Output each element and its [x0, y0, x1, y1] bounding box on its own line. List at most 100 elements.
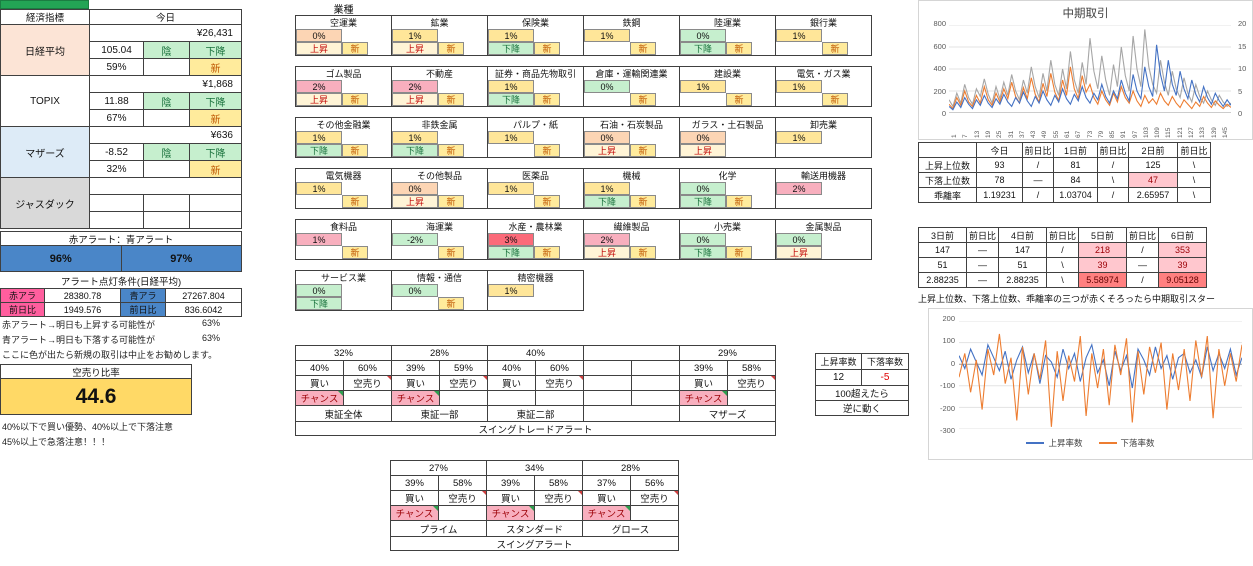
- sector-new-flag-cell[interactable]: 新: [438, 93, 464, 106]
- swing-chance-cell[interactable]: [488, 391, 535, 405]
- mt-value-cell[interactable]: 147: [919, 243, 967, 258]
- indicator-change-cell[interactable]: -8.52: [90, 144, 144, 161]
- sector-new-flag-cell[interactable]: 新: [438, 42, 464, 55]
- swing-chance-cell[interactable]: [584, 391, 631, 405]
- sector-trend-cell[interactable]: 下降: [488, 93, 534, 106]
- sector-pct-cell[interactable]: 1%: [488, 182, 534, 195]
- sector-new-flag-cell[interactable]: 新: [534, 93, 560, 106]
- sector-trend-cell[interactable]: 下降: [680, 246, 726, 259]
- mt-trend-cell[interactable]: \: [1047, 273, 1079, 288]
- short-sell-ratio-value[interactable]: 44.6: [1, 379, 192, 415]
- sector-new-flag-cell[interactable]: 新: [342, 144, 368, 157]
- indicator-pct-cell[interactable]: [90, 212, 144, 229]
- indicator-sentiment-cell[interactable]: 陰: [144, 93, 190, 110]
- mt-value-cell[interactable]: 125: [1129, 158, 1178, 173]
- swing-top-pct-cell[interactable]: 40%: [525, 347, 545, 359]
- sector-trend-cell[interactable]: [680, 93, 726, 106]
- swing-sell-pct-cell[interactable]: 58%: [727, 361, 775, 375]
- sector-new-flag-cell[interactable]: [534, 297, 560, 310]
- sector-pct-cell[interactable]: 1%: [776, 29, 822, 42]
- sector-new-flag-cell[interactable]: 新: [534, 144, 560, 157]
- mt-value-cell[interactable]: 39: [1159, 258, 1207, 273]
- sector-new-flag-cell[interactable]: 新: [822, 93, 848, 106]
- sector-trend-cell[interactable]: 上昇: [296, 93, 342, 106]
- sector-new-flag-cell[interactable]: 新: [342, 195, 368, 208]
- sector-pct-cell[interactable]: 1%: [488, 29, 534, 42]
- sector-new-flag-cell[interactable]: 新: [534, 246, 560, 259]
- sector-new-flag-cell[interactable]: 新: [342, 246, 368, 259]
- mt-trend-cell[interactable]: \: [1178, 173, 1211, 188]
- swing-top-pct-cell[interactable]: [584, 346, 679, 360]
- mt-value-cell[interactable]: 1.03704: [1054, 188, 1098, 203]
- sector-new-flag-cell[interactable]: 新: [726, 246, 752, 259]
- mt-trend-cell[interactable]: \: [1098, 173, 1129, 188]
- red-alert-value[interactable]: 28380.78: [45, 289, 121, 303]
- sector-pct-cell[interactable]: 1%: [584, 29, 630, 42]
- blue-prev-value[interactable]: 836.6042: [166, 303, 242, 317]
- mt-value-cell[interactable]: 1.19231: [977, 188, 1023, 203]
- indicator-trend-cell[interactable]: 下降: [190, 93, 242, 110]
- swing-sell-pct-cell[interactable]: 60%: [535, 361, 583, 375]
- mt-value-cell[interactable]: 2.88235: [999, 273, 1047, 288]
- indicator-trend-cell[interactable]: 下降: [190, 144, 242, 161]
- sector-trend-cell[interactable]: 上昇: [392, 195, 438, 208]
- sector-trend-cell[interactable]: [584, 42, 630, 55]
- mt-trend-cell[interactable]: /: [1098, 188, 1129, 203]
- mt-value-cell[interactable]: 93: [977, 158, 1023, 173]
- sector-trend-cell[interactable]: [488, 297, 534, 310]
- indicator-value-cell[interactable]: ¥1,868: [90, 76, 242, 93]
- red-prev-value[interactable]: 1949.576: [45, 303, 121, 317]
- blue-alert-pct-cell[interactable]: 97%: [121, 246, 242, 272]
- swing-buy-pct-cell[interactable]: 40%: [309, 362, 329, 374]
- swing-sell-pct-cell[interactable]: 59%: [439, 361, 487, 375]
- indicator-sentiment-cell[interactable]: [144, 195, 190, 212]
- sector-trend-cell[interactable]: [296, 195, 342, 208]
- swing-sell-pct-cell[interactable]: 56%: [630, 476, 678, 490]
- sector-pct-cell[interactable]: -2%: [392, 233, 438, 246]
- indicator-change-cell[interactable]: 105.04: [90, 42, 144, 59]
- indicator-change-cell[interactable]: 11.88: [90, 93, 144, 110]
- mt-value-cell[interactable]: 2.88235: [919, 273, 967, 288]
- sector-pct-cell[interactable]: 0%: [296, 284, 342, 297]
- mt-trend-cell[interactable]: —: [967, 258, 999, 273]
- blue-alert-note-pct[interactable]: 63%: [202, 333, 221, 343]
- sector-new-flag-cell[interactable]: 新: [630, 93, 656, 106]
- sector-new-flag-cell[interactable]: 新: [342, 93, 368, 106]
- sector-pct-cell[interactable]: 0%: [680, 29, 726, 42]
- swing-buy-pct-cell[interactable]: 39%: [405, 362, 425, 374]
- sector-new-flag-cell[interactable]: 新: [630, 144, 656, 157]
- sector-trend-cell[interactable]: [776, 144, 822, 157]
- mt-trend-cell[interactable]: /: [1023, 158, 1054, 173]
- swing-buy-pct-cell[interactable]: 40%: [501, 362, 521, 374]
- mt-trend-cell[interactable]: /: [1047, 243, 1079, 258]
- sector-trend-cell[interactable]: [392, 246, 438, 259]
- mt-trend-cell[interactable]: /: [1127, 243, 1159, 258]
- sector-pct-cell[interactable]: 0%: [584, 80, 630, 93]
- sector-pct-cell[interactable]: 0%: [776, 233, 822, 246]
- sector-trend-cell[interactable]: 下降: [488, 246, 534, 259]
- sector-trend-cell[interactable]: [488, 195, 534, 208]
- sector-pct-cell[interactable]: 1%: [488, 131, 534, 144]
- red-alert-pct-cell[interactable]: 96%: [1, 246, 122, 272]
- sector-trend-cell[interactable]: 下降: [296, 297, 342, 310]
- sector-trend-cell[interactable]: 上昇: [392, 42, 438, 55]
- swing-chance-cell[interactable]: チャンス: [391, 506, 438, 520]
- sector-new-flag-cell[interactable]: 新: [726, 42, 752, 55]
- mt-value-cell[interactable]: 47: [1129, 173, 1178, 188]
- swing-top-pct-cell[interactable]: 28%: [429, 347, 449, 359]
- indicator-new-flag-cell[interactable]: [190, 212, 242, 229]
- sector-trend-cell[interactable]: 下降: [392, 144, 438, 157]
- sector-new-flag-cell[interactable]: 新: [534, 195, 560, 208]
- sector-new-flag-cell[interactable]: [342, 297, 368, 310]
- swing-sell-pct-cell[interactable]: 58%: [534, 476, 582, 490]
- swing-buy-pct-cell[interactable]: [584, 361, 631, 375]
- sector-trend-cell[interactable]: 上昇: [392, 93, 438, 106]
- mt-value-cell[interactable]: 51: [999, 258, 1047, 273]
- sector-pct-cell[interactable]: 1%: [776, 80, 822, 93]
- sector-trend-cell[interactable]: [584, 93, 630, 106]
- sector-trend-cell[interactable]: 上昇: [776, 246, 822, 259]
- swing-buy-pct-cell[interactable]: 39%: [693, 362, 713, 374]
- midterm-chart-object[interactable]: 中期取引 800 600 400 200 0 20 15 10 5 0 1 7 13 19 25 31 37…: [918, 0, 1253, 140]
- sector-trend-cell[interactable]: 下降: [680, 42, 726, 55]
- rise-rate-value[interactable]: 12: [816, 370, 862, 386]
